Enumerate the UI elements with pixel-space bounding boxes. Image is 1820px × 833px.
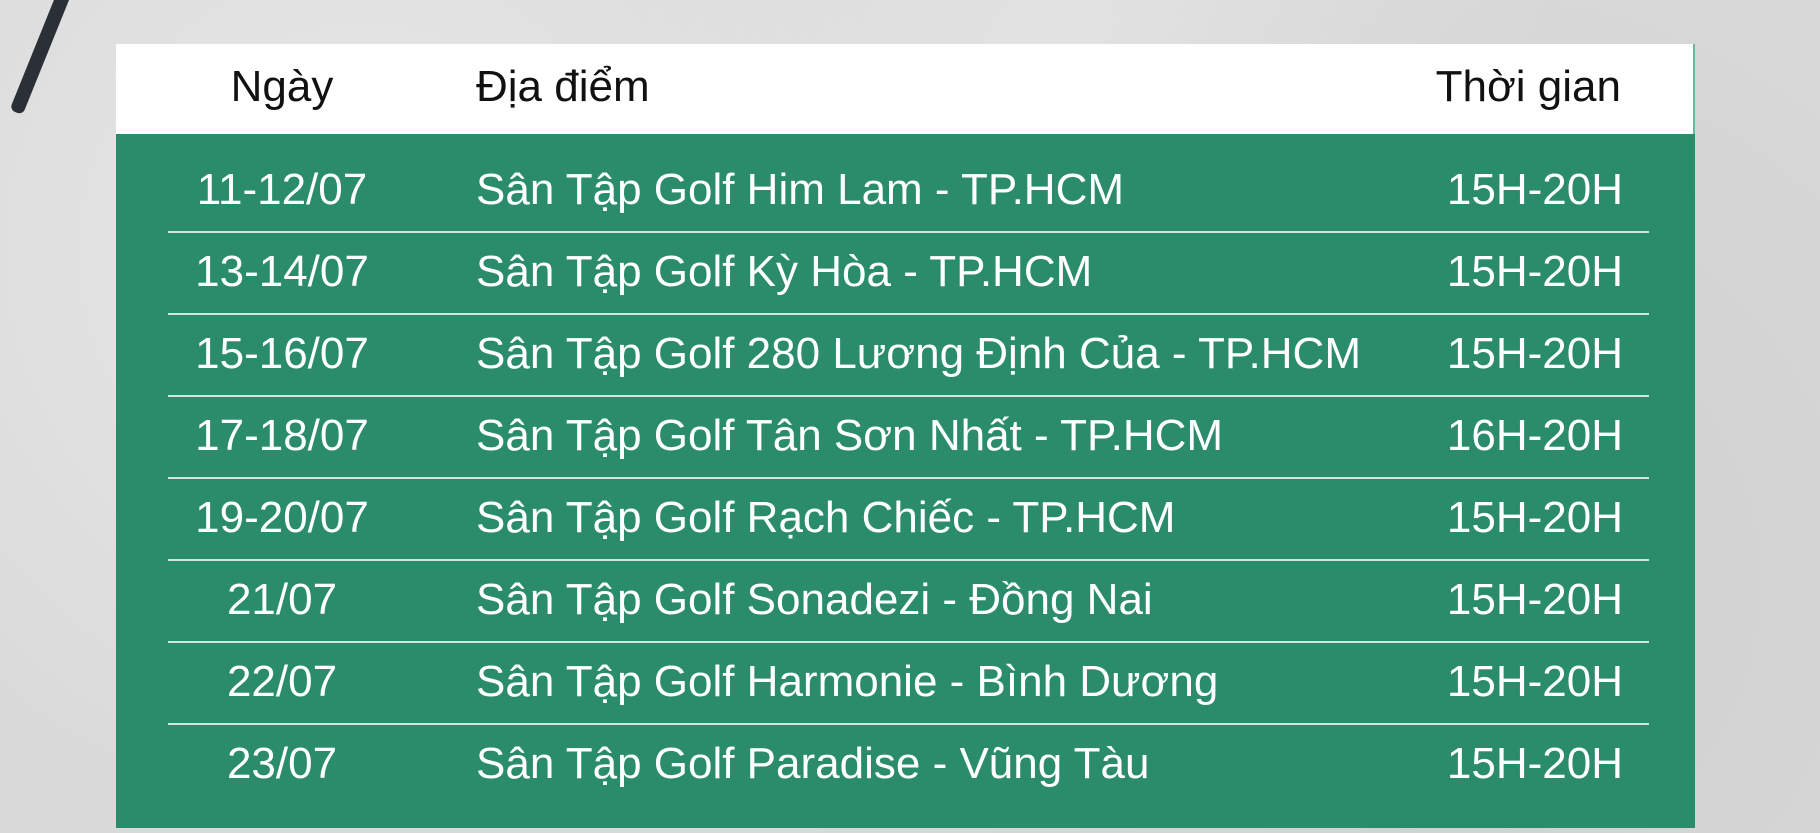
cell-date: 22/07 (226, 657, 338, 706)
cell-time: 15H-20H (1446, 165, 1623, 214)
cell-time: 15H-20H (1446, 247, 1623, 296)
golf-club-shaft (9, 0, 75, 116)
table-row: 21/07 Sân Tập Golf Sonadezi - Đồng Nai 15H… (168, 561, 1649, 643)
cell-time: 15H-20H (1446, 493, 1623, 542)
cell-location: Sân Tập Golf Sonadezi - Đồng Nai (476, 575, 1153, 624)
cell-location: Sân Tập Golf Paradise - Vũng Tàu (476, 739, 1150, 788)
table-header: Ngày Địa điểm Thời gian (116, 44, 1695, 134)
cell-location: Sân Tập Golf Tân Sơn Nhất - TP.HCM (476, 411, 1224, 460)
table-row: 11-12/07 Sân Tập Golf Him Lam - TP.HCM 15H… (168, 151, 1649, 233)
table-row: 23/07 Sân Tập Golf Paradise - Vũng Tàu 15H… (168, 725, 1649, 805)
table-row: 19-20/07 Sân Tập Golf Rạch Chiếc - TP.HCM… (168, 479, 1649, 561)
cell-location: Sân Tập Golf Rạch Chiếc - TP.HCM (476, 493, 1176, 542)
cell-time: 15H-20H (1446, 657, 1623, 706)
schedule-table: Ngày Địa điểm Thời gian 11-12/07 Sân Tập … (116, 44, 1695, 828)
cell-date: 11-12/07 (196, 165, 368, 214)
cell-date: 21/07 (226, 575, 338, 624)
cell-time: 15H-20H (1446, 329, 1623, 378)
table-row: 13-14/07 Sân Tập Golf Kỳ Hòa - TP.HCM 15H-… (168, 233, 1649, 315)
cell-time: 16H-20H (1446, 411, 1623, 460)
table-row: 17-18/07 Sân Tập Golf Tân Sơn Nhất - TP.H… (168, 397, 1649, 479)
cell-date: 23/07 (226, 739, 338, 788)
header-date: Ngày (230, 62, 334, 111)
cell-time: 15H-20H (1446, 575, 1623, 624)
cell-date: 15-16/07 (195, 329, 369, 378)
table-body: 11-12/07 Sân Tập Golf Him Lam - TP.HCM 15H… (116, 134, 1695, 828)
header-location: Địa điểm (476, 62, 650, 111)
table-row: 15-16/07 Sân Tập Golf 280 Lương Định Của … (168, 315, 1649, 397)
cell-location: Sân Tập Golf Him Lam - TP.HCM (476, 165, 1124, 214)
cell-location: Sân Tập Golf Kỳ Hòa - TP.HCM (476, 247, 1093, 296)
cell-location: Sân Tập Golf Harmonie - Bình Dương (476, 657, 1219, 706)
cell-time: 15H-20H (1446, 739, 1623, 788)
table-row: 22/07 Sân Tập Golf Harmonie - Bình Dương 1… (168, 643, 1649, 725)
cell-date: 17-18/07 (195, 411, 369, 460)
cell-date: 13-14/07 (195, 247, 369, 296)
cell-date: 19-20/07 (195, 493, 369, 542)
header-time: Thời gian (1435, 62, 1621, 111)
cell-location: Sân Tập Golf 280 Lương Định Của - TP.HCM (476, 329, 1361, 378)
